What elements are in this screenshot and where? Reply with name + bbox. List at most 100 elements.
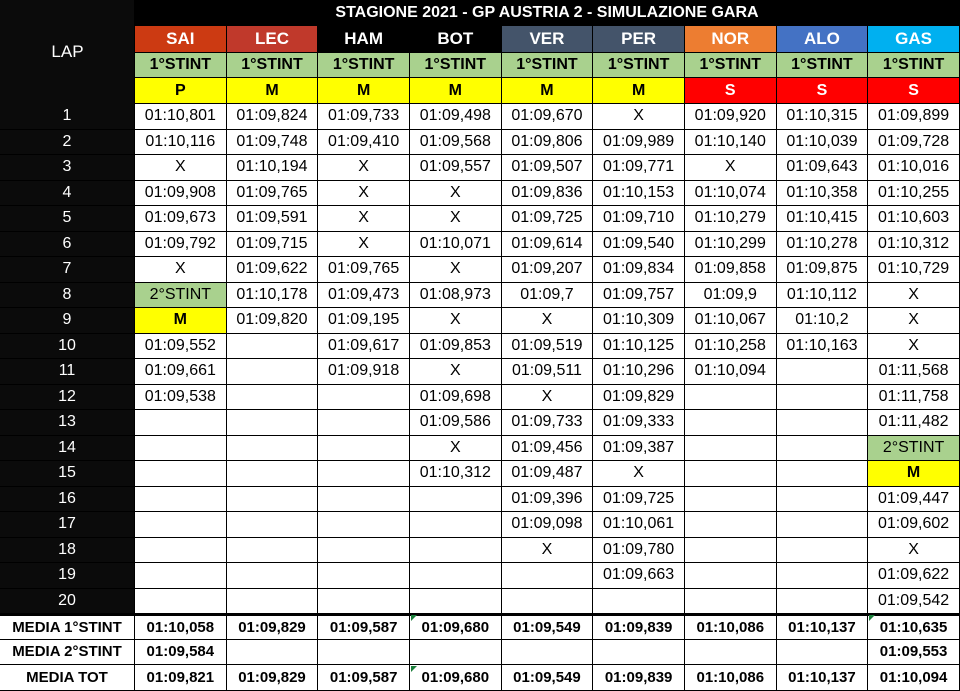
lap-number: 1 [0, 104, 135, 130]
lap-time-cell: 01:09,9 [684, 282, 777, 308]
summary-row: MEDIA 1°STINT 01:10,058 01:09,829 01:09,587… [0, 614, 960, 640]
lap-time-cell [684, 486, 777, 512]
lap-time-cell: 01:09,663 [593, 563, 685, 589]
lap-time-cell [226, 435, 319, 461]
stint-label: 1°STINT [318, 53, 410, 78]
lap-row: 3 X 01:10,194 X 01:09,557 01:09,507 01:09,771 X… [0, 155, 960, 181]
lap-time-cell: X [868, 537, 960, 563]
lap-time-cell: 01:09,552 [135, 333, 227, 359]
summary-value [776, 639, 869, 666]
lap-time-cell: 01:09,643 [776, 155, 869, 181]
lap-time-cell [776, 486, 869, 512]
lap-time-cell: 01:10,278 [776, 231, 869, 257]
lap-number: 18 [0, 537, 135, 563]
lap-time-cell [318, 588, 410, 614]
lap-header-spacer [0, 78, 135, 104]
summary-value: 01:09,584 [135, 639, 227, 666]
lap-time-cell: 01:10,178 [226, 282, 319, 308]
lap-time-cell [226, 461, 319, 487]
lap-time-cell: 01:10,729 [868, 257, 960, 283]
lap-time-cell: 01:10,016 [868, 155, 960, 181]
lap-time-cell [684, 461, 777, 487]
lap-header-top [0, 0, 135, 26]
lap-time-cell: 01:10,039 [776, 129, 869, 155]
lap-time-cell: 01:09,765 [226, 180, 319, 206]
lap-time-cell: 01:09,507 [501, 155, 594, 181]
lap-time-cell: 01:09,622 [868, 563, 960, 589]
lap-time-cell: 01:10,296 [593, 359, 685, 385]
lap-time-cell: 01:09,836 [501, 180, 594, 206]
lap-time-cell [776, 384, 869, 410]
lap-time-cell: 01:09,511 [501, 359, 594, 385]
lap-time-cell [318, 435, 410, 461]
lap-time-cell: 01:09,540 [593, 231, 685, 257]
lap-time-cell: 01:09,447 [868, 486, 960, 512]
summary-value: 01:10,635 [868, 614, 960, 640]
summary-value [593, 639, 685, 666]
summary-value: 01:10,086 [684, 665, 777, 691]
lap-time-cell: 01:10,116 [135, 129, 227, 155]
lap-time-cell: 01:09,456 [501, 435, 594, 461]
driver-header-lec: LEC [226, 26, 319, 53]
title-row: STAGIONE 2021 - GP AUSTRIA 2 - SIMULAZIO… [0, 0, 960, 26]
lap-time-cell: 01:10,801 [135, 104, 227, 130]
lap-time-cell: X [318, 155, 410, 181]
summary-value: 01:10,086 [684, 614, 777, 640]
lap-row: 6 01:09,792 01:09,715 X 01:10,071 01:09,614 01… [0, 231, 960, 257]
lap-time-cell [409, 486, 502, 512]
summary-value: 01:09,587 [318, 665, 410, 691]
lap-time-cell: 01:09,715 [226, 231, 319, 257]
summary-value [684, 639, 777, 666]
lap-time-cell [318, 410, 410, 436]
lap-row: 20 01:09,542 [0, 588, 960, 614]
lap-time-cell [135, 563, 227, 589]
lap-time-cell: 01:09,487 [501, 461, 594, 487]
lap-time-cell: 01:09,542 [868, 588, 960, 614]
summary-value: 01:09,680 [409, 665, 502, 691]
error-indicator-icon [411, 666, 417, 673]
lap-row: 17 01:09,098 01:10,061 01:09,602 [0, 512, 960, 538]
lap-time-cell: 01:09,195 [318, 308, 410, 334]
lap-time-cell: 01:09,725 [501, 206, 594, 232]
stint-label: 1°STINT [135, 53, 227, 78]
lap-time-cell [226, 384, 319, 410]
driver-header-per: PER [593, 26, 685, 53]
lap-number: 6 [0, 231, 135, 257]
lap-number: 3 [0, 155, 135, 181]
lap-time-cell: X [318, 231, 410, 257]
lap-time-cell: 01:10,153 [593, 180, 685, 206]
stint-label: 1°STINT [501, 53, 594, 78]
lap-time-cell: 01:09,858 [684, 257, 777, 283]
lap-time-cell: 01:09,834 [593, 257, 685, 283]
lap-time-cell: 01:09,710 [593, 206, 685, 232]
lap-time-cell [776, 588, 869, 614]
lap-time-cell [135, 461, 227, 487]
lap-time-cell: M [868, 461, 960, 487]
summary-value [501, 639, 594, 666]
lap-row: 13 01:09,586 01:09,733 01:09,333 01:11,482 [0, 410, 960, 436]
lap-time-cell: 01:10,140 [684, 129, 777, 155]
lap-time-cell [226, 359, 319, 385]
lap-time-cell: X [868, 333, 960, 359]
lap-time-cell: X [409, 257, 502, 283]
driver-header-ver: VER [501, 26, 594, 53]
lap-time-cell: 01:09,568 [409, 129, 502, 155]
lap-row: 19 01:09,663 01:09,622 [0, 563, 960, 589]
stint-label: 1°STINT [226, 53, 319, 78]
lap-time-cell: 01:09,829 [593, 384, 685, 410]
lap-time-cell [776, 537, 869, 563]
lap-time-cell [501, 563, 594, 589]
lap-time-cell: X [135, 257, 227, 283]
lap-time-cell [135, 435, 227, 461]
lap-column-header: LAP [51, 42, 84, 61]
summary-value: 01:10,137 [776, 614, 869, 640]
summary-value [318, 639, 410, 666]
lap-time-cell [501, 588, 594, 614]
lap-time-cell: 01:10,071 [409, 231, 502, 257]
lap-number: 11 [0, 359, 135, 385]
lap-time-cell [409, 588, 502, 614]
lap-time-cell: 01:09,333 [593, 410, 685, 436]
lap-time-cell [684, 384, 777, 410]
lap-time-cell [409, 537, 502, 563]
